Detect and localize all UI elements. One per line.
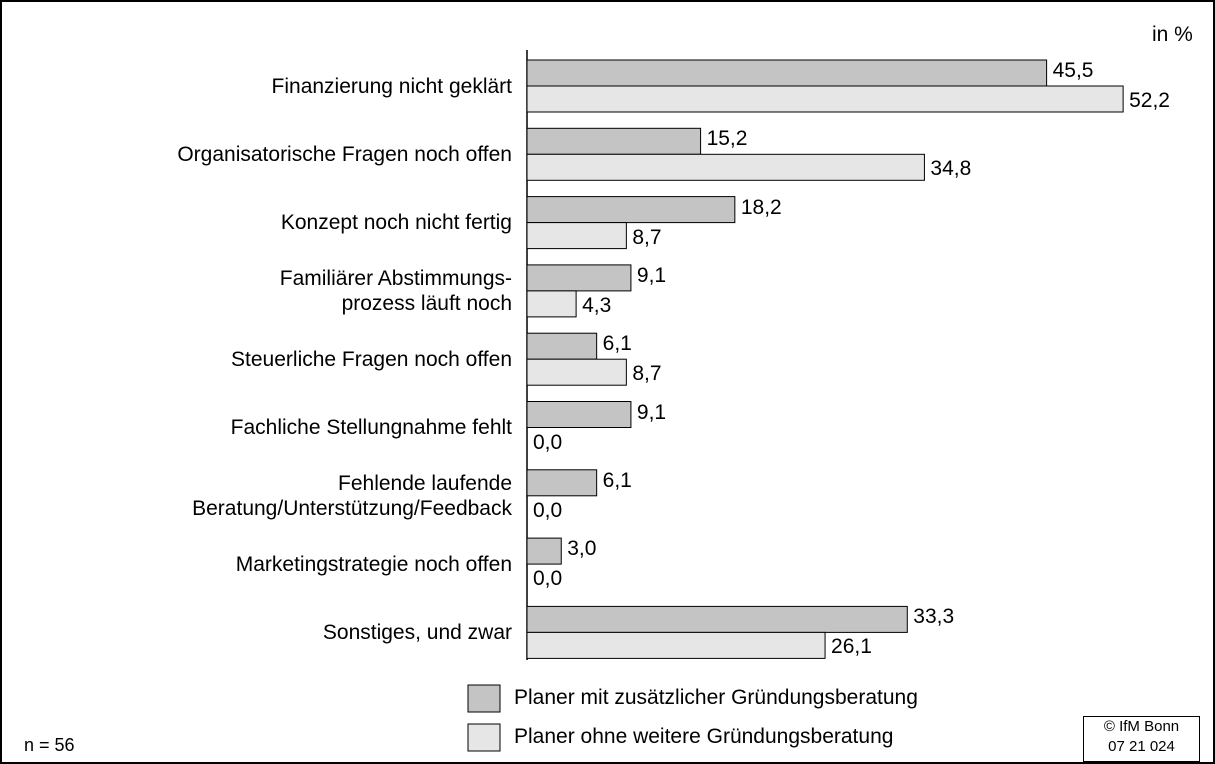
value-label: 34,8: [930, 157, 972, 181]
value-label: 0,0: [533, 498, 563, 522]
value-label: 8,7: [632, 225, 662, 249]
category-label: Organisatorische Fragen noch offen: [177, 142, 512, 166]
value-label: 45,5: [1052, 59, 1094, 82]
category-label: Konzept noch nicht fertig: [280, 211, 512, 235]
bar: [526, 537, 562, 565]
value-label: 6,1: [602, 332, 632, 356]
bar: [526, 264, 632, 292]
value-label: 9,1: [636, 263, 667, 287]
category-label: Steuerliche Fragen noch offen: [231, 347, 512, 371]
bar: [526, 358, 627, 386]
legend-swatch: [467, 684, 501, 713]
value-label: 6,1: [602, 468, 632, 492]
bar: [526, 153, 925, 181]
bar: [526, 127, 702, 155]
bar: [526, 196, 736, 224]
bar: [526, 631, 826, 659]
unit-label: in %: [1152, 23, 1193, 46]
value-label: 4,3: [582, 293, 612, 317]
bar: [526, 59, 1048, 87]
value-label: 15,2: [706, 127, 748, 151]
value-label: 33,3: [913, 605, 955, 629]
value-label: 26,1: [831, 635, 872, 659]
value-label: 18,2: [740, 195, 782, 219]
value-label: 3,0: [567, 537, 597, 561]
category-label: Fachliche Stellungnahme fehlt: [230, 416, 512, 439]
value-label: 8,7: [632, 362, 662, 386]
sample-note: n = 56: [24, 735, 75, 755]
value-label: 52,2: [1129, 89, 1170, 112]
category-label: Finanzierung nicht geklärt: [271, 74, 512, 98]
bar: [526, 290, 577, 318]
value-label: 0,0: [533, 430, 563, 454]
category-label: Sonstiges, und zwar: [322, 620, 512, 644]
legend-label: Planer mit zusätzlicher Gründungsberatun…: [514, 686, 918, 709]
copyright: © IfM Bonn 07 21 024: [1083, 716, 1200, 762]
bar: [526, 605, 908, 633]
value-label: 9,1: [636, 400, 667, 424]
bar: [526, 469, 598, 497]
bar: [526, 222, 627, 250]
bar: [526, 85, 1124, 113]
legend-label: Planer ohne weitere Gründungsberatung: [514, 725, 894, 748]
bar: [526, 332, 598, 360]
value-label: 0,0: [533, 567, 563, 591]
legend-swatch: [467, 723, 501, 752]
category-label: Familiärer Abstimmungs- prozess läuft no…: [279, 266, 512, 315]
category-label: Fehlende laufende Beratung/Unterstützung…: [192, 471, 512, 520]
category-label: Marketingstrategie noch offen: [235, 552, 512, 576]
bar: [526, 401, 632, 428]
